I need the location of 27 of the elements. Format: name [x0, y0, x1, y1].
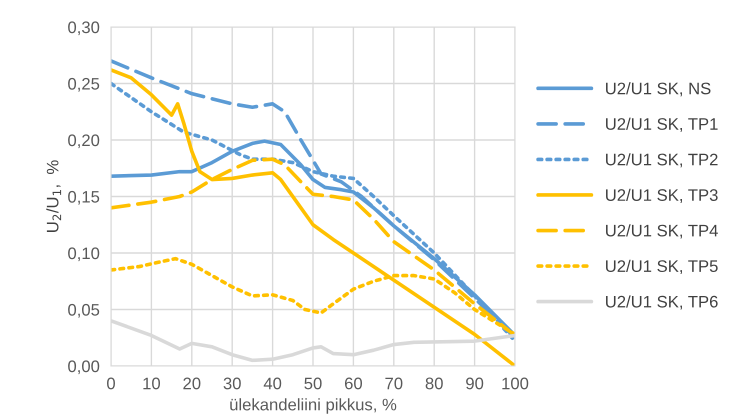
x-tick-label: 60 — [344, 378, 362, 390]
legend-label: U2/U1 SK, TP1 — [606, 118, 718, 132]
legend-label: U2/U1 SK, NS — [606, 82, 710, 96]
x-tick-label: 80 — [426, 378, 443, 390]
y-tick-label: 0,05 — [68, 304, 100, 318]
y-tick-label: 0,25 — [68, 78, 100, 92]
x-axis-title: ülekandeliini pikkus, % — [230, 398, 396, 414]
x-tick-label: 20 — [183, 378, 200, 390]
legend-label: U2/U1 SK, TP6 — [606, 295, 718, 310]
y-tick-label: 0,10 — [68, 247, 100, 262]
x-tick-label: 100 — [502, 378, 528, 390]
y-tick-label: 0,30 — [68, 21, 100, 36]
legend-label: U2/U1 SK, TP4 — [606, 224, 718, 238]
y-tick-label: 0,00 — [68, 360, 100, 374]
x-tick-label: 40 — [264, 378, 282, 390]
y-tick-label: 0,20 — [68, 134, 100, 148]
legend-label: U2/U1 SK, TP2 — [606, 153, 718, 168]
x-tick-label: 70 — [385, 378, 402, 390]
x-tick-label: 10 — [143, 378, 160, 390]
y-tick-label: 0,15 — [68, 190, 100, 205]
x-tick-label: 50 — [304, 378, 322, 390]
x-tick-label: 30 — [224, 378, 241, 390]
x-tick-label: 90 — [466, 378, 484, 390]
y-axis-title: U$_{2}$/U$_{1}$, % — [46, 160, 62, 232]
legend-label: U2/U1 SK, TP5 — [606, 260, 718, 274]
legend-label: U2/U1 SK, TP3 — [606, 188, 718, 203]
x-tick-label: 0 — [107, 378, 115, 390]
